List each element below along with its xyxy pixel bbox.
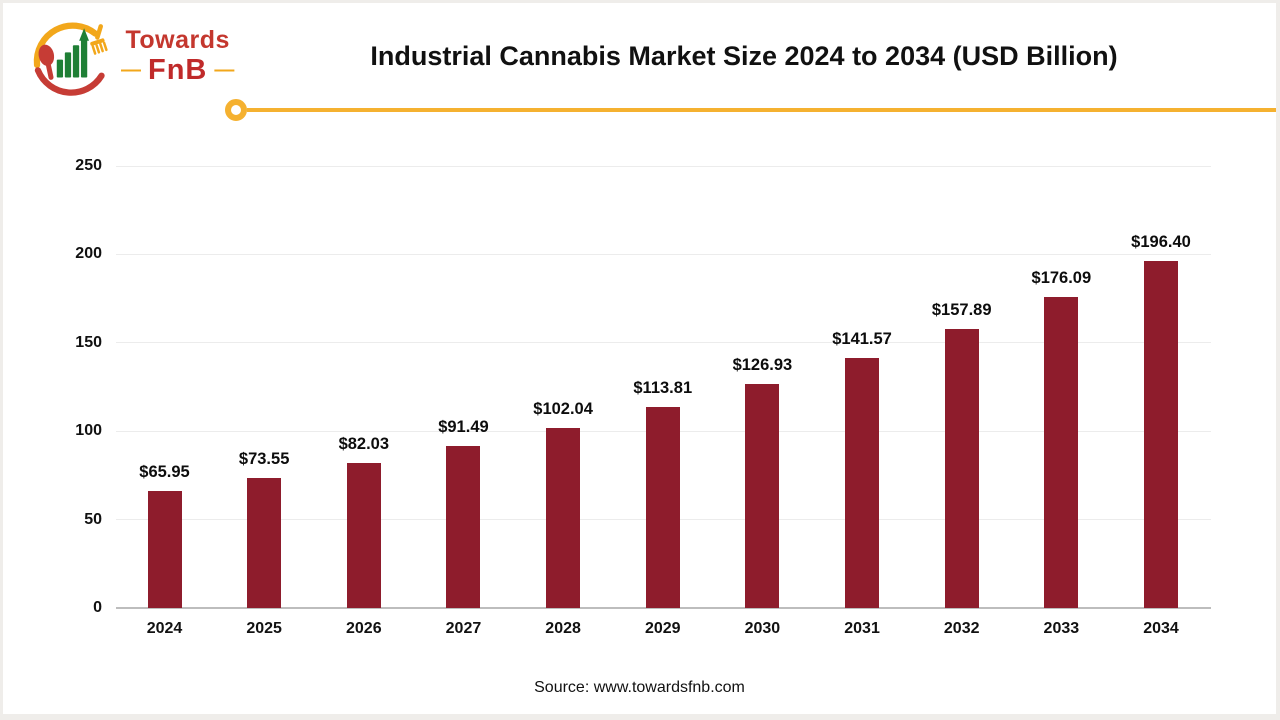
value-label-2031: $141.57: [832, 329, 892, 348]
x-tick-label-2032: 2032: [943, 620, 980, 637]
bar-2024: [147, 491, 182, 608]
value-label-2030: $126.93: [732, 355, 793, 374]
y-tick-label-200: 200: [75, 245, 102, 263]
y-tick-label-150: 150: [75, 333, 102, 351]
divider-line: [247, 108, 1276, 112]
value-label-2027: $91.49: [438, 418, 489, 437]
x-tick-label-2034: 2034: [1143, 620, 1179, 637]
divider-ring-icon: [225, 99, 247, 121]
x-tick-label-2025: 2025: [246, 620, 282, 637]
y-tick-label-100: 100: [75, 422, 102, 440]
logo-name-bottom: FnB: [148, 53, 208, 86]
x-tick-label-2033: 2033: [1043, 620, 1080, 637]
bar-2034: [1144, 260, 1178, 608]
logo-name-bottom-row: — FnB —: [121, 53, 235, 86]
value-label-2028: $102.04: [533, 399, 593, 418]
x-tick-label-2031: 2031: [844, 620, 880, 637]
x-axis-line: [116, 607, 1211, 609]
gridline-200: [116, 253, 1211, 255]
logo-text: Towards — FnB —: [121, 25, 235, 86]
y-tick-label-50: 50: [84, 510, 102, 528]
bar-2031: [845, 357, 880, 608]
bar-2026: [346, 462, 381, 608]
y-tick-label-250: 250: [75, 157, 102, 174]
bar-2032: [944, 328, 979, 608]
fork-icon: [90, 24, 108, 55]
x-tick-label-2027: 2027: [445, 620, 482, 637]
bar-2027: [446, 446, 481, 608]
value-label-2032: $157.89: [931, 300, 992, 319]
bar-2033: [1044, 296, 1079, 608]
x-tick-label-2026: 2026: [346, 620, 382, 637]
y-tick-label-0: 0: [93, 599, 102, 616]
logo-dash-left: —: [121, 59, 141, 81]
gridline-250: [116, 165, 1211, 167]
logo: Towards — FnB —: [27, 13, 234, 99]
logo-name-top: Towards: [125, 25, 230, 54]
chart-title: Industrial Cannabis Market Size 2024 to …: [370, 41, 1118, 71]
x-tick-label-2028: 2028: [545, 620, 581, 637]
x-tick-label-2024: 2024: [146, 620, 183, 637]
gridline-150: [116, 342, 1211, 344]
logo-icon: [33, 22, 108, 96]
bar-2030: [745, 383, 780, 608]
logo-arc-red: [34, 67, 105, 96]
growth-bars-icon: [56, 28, 90, 78]
x-tick-label-2029: 2029: [644, 620, 681, 637]
logo-dash-right: —: [214, 59, 235, 81]
value-label-2029: $113.81: [633, 378, 693, 397]
value-label-2025: $73.55: [238, 449, 290, 468]
logo-arc-yellow: [33, 22, 99, 69]
spoon-icon: [38, 44, 55, 80]
value-label-2024: $65.95: [139, 463, 190, 482]
x-tick-label-2030: 2030: [744, 620, 781, 637]
value-label-2026: $82.03: [338, 434, 390, 453]
bar-2028: [546, 427, 581, 608]
bar-2029: [645, 406, 680, 608]
value-label-2033: $176.09: [1031, 268, 1092, 287]
value-label-2034: $196.40: [1131, 232, 1191, 251]
plot-area: 0 50 100 150 200 250 $65.95 2024 $73.55 2025 $82.0…: [75, 157, 1211, 637]
bar-2025: [247, 477, 282, 608]
source-text: Source: www.towardsfnb.com: [534, 679, 745, 696]
